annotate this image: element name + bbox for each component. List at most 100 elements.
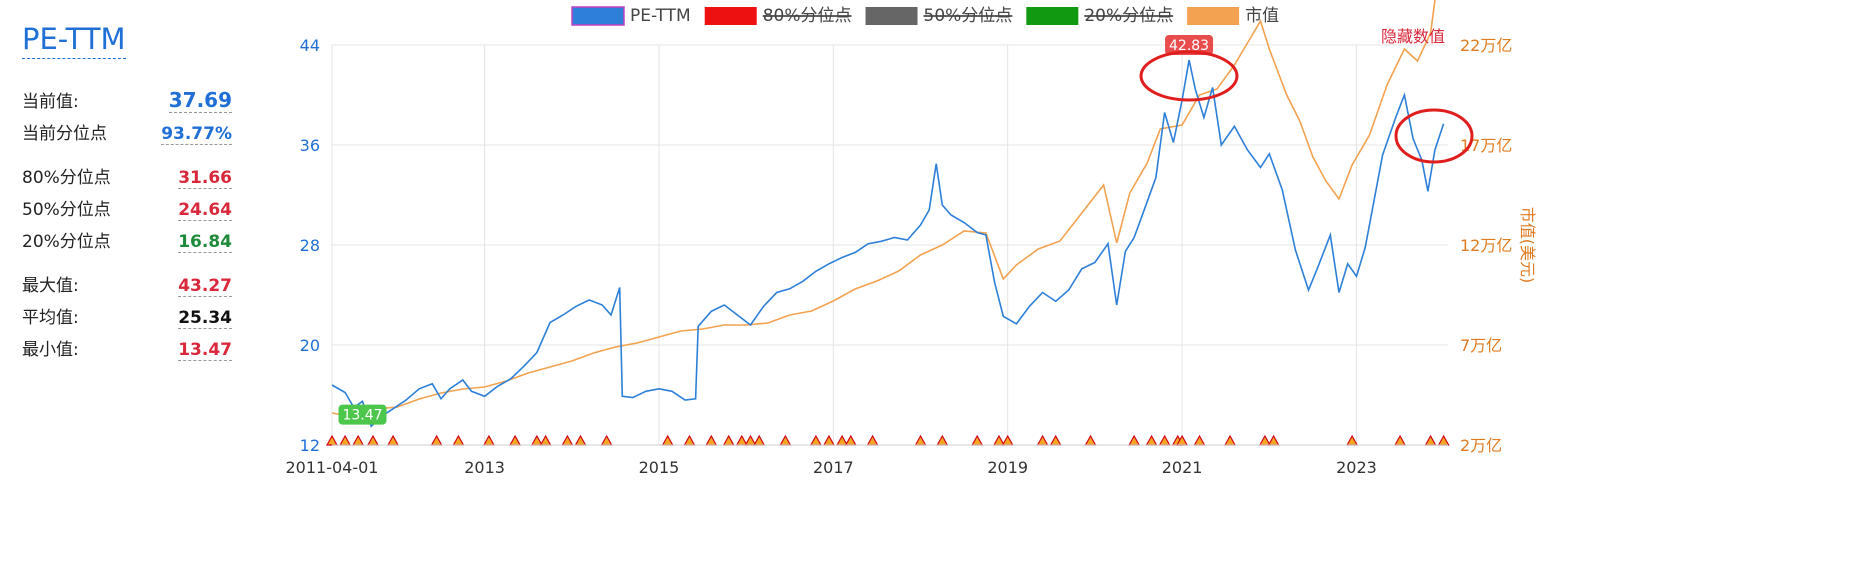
stat-value[interactable]: 16.84 [178, 232, 232, 253]
legend-item[interactable]: PE-TTM [571, 6, 691, 26]
y-left-tick: 20 [300, 336, 320, 355]
event-marker[interactable] [452, 434, 465, 446]
legend-swatch [1026, 7, 1079, 25]
event-marker[interactable] [339, 434, 352, 446]
legend-swatch [1187, 7, 1240, 25]
stat-label: 当前分位点 [22, 124, 107, 144]
event-marker[interactable] [971, 434, 984, 446]
y-right-tick: 2万亿 [1460, 436, 1502, 455]
x-tick: 2023 [1336, 458, 1377, 477]
indicator-title[interactable]: PE-TTM [22, 22, 126, 59]
event-marker[interactable] [530, 434, 543, 446]
event-marker[interactable] [561, 434, 574, 446]
series-lines [331, 0, 1445, 428]
stat-value[interactable]: 24.64 [178, 200, 232, 221]
event-marker[interactable] [352, 434, 365, 446]
event-marker[interactable] [387, 434, 400, 446]
y-left-tick: 36 [300, 136, 320, 155]
stats-list: 当前值: 37.69 当前分位点 93.77% 80%分位点 31.66 50%分位点 24.… [22, 87, 232, 367]
legend-label: PE-TTM [630, 6, 691, 26]
event-marker[interactable] [366, 434, 379, 446]
event-marker[interactable] [844, 434, 857, 446]
mcap-line [331, 0, 1436, 418]
stat-label: 当前值: [22, 92, 79, 112]
value-badge: 13.47 [338, 404, 387, 425]
stat-label: 80%分位点 [22, 168, 111, 188]
event-marker[interactable] [1158, 434, 1171, 446]
event-marker[interactable] [1001, 434, 1014, 446]
stat-row: 当前值: 37.69 [22, 87, 232, 119]
event-marker[interactable] [1267, 434, 1280, 446]
stat-value[interactable]: 31.66 [178, 168, 232, 189]
legend-swatch [571, 6, 625, 26]
event-marker[interactable] [822, 434, 835, 446]
y-right-axis-label: 市值(美元) [1518, 207, 1537, 284]
event-marker[interactable] [1084, 434, 1097, 446]
event-marker[interactable] [753, 434, 766, 446]
event-marker[interactable] [1145, 434, 1158, 446]
stat-value[interactable]: 37.69 [168, 88, 232, 113]
event-marker[interactable] [1437, 434, 1450, 446]
event-marker[interactable] [735, 434, 748, 446]
event-marker[interactable] [430, 434, 443, 446]
event-marker[interactable] [1224, 434, 1237, 446]
event-marker[interactable] [1258, 434, 1271, 446]
event-markers [325, 434, 1450, 446]
event-marker[interactable] [661, 434, 674, 446]
hide-values-link[interactable]: 隐藏数值 [1381, 27, 1445, 46]
stat-value[interactable]: 93.77% [161, 124, 232, 145]
event-marker[interactable] [482, 434, 495, 446]
stat-row: 平均值: 25.34 [22, 303, 232, 335]
legend-swatch [704, 7, 757, 25]
y-left-tick: 12 [300, 436, 320, 455]
badge-bg [1165, 35, 1214, 55]
highlight-circle-current [1394, 108, 1474, 164]
stat-row: 当前分位点 93.77% [22, 119, 232, 151]
event-marker[interactable] [539, 434, 552, 446]
stat-value[interactable]: 43.27 [178, 276, 232, 297]
event-marker[interactable] [1128, 434, 1141, 446]
event-marker[interactable] [705, 434, 718, 446]
legend-label: 20%分位点 [1084, 6, 1173, 26]
value-badge: 42.83 [1165, 35, 1214, 55]
event-marker[interactable] [1036, 434, 1049, 446]
legend-label: 市值 [1245, 6, 1279, 26]
y-right-tick: 22万亿 [1460, 36, 1512, 55]
event-marker[interactable] [779, 434, 792, 446]
event-marker[interactable] [1424, 434, 1437, 446]
event-marker[interactable] [600, 434, 613, 446]
stat-label: 最小值: [22, 340, 79, 360]
y-left-tick: 28 [300, 236, 320, 255]
x-tick: 2017 [813, 458, 854, 477]
event-marker[interactable] [809, 434, 822, 446]
stat-value[interactable]: 25.34 [178, 308, 232, 329]
event-marker[interactable] [1394, 434, 1407, 446]
y-right-tick: 17万亿 [1460, 136, 1512, 155]
event-marker[interactable] [936, 434, 949, 446]
legend-swatch [865, 7, 918, 25]
legend-item[interactable]: 市值 [1187, 6, 1279, 26]
legend-item[interactable]: 50%分位点 [865, 6, 1013, 26]
event-marker[interactable] [992, 434, 1006, 446]
event-marker[interactable] [914, 434, 927, 446]
event-marker[interactable] [1193, 434, 1206, 446]
event-marker[interactable] [744, 434, 757, 446]
legend-label: 80%分位点 [763, 6, 852, 26]
event-marker[interactable] [866, 434, 879, 446]
highlight-circle-peak [1139, 50, 1239, 102]
event-marker[interactable] [1049, 434, 1062, 446]
event-marker[interactable] [683, 434, 696, 446]
event-marker[interactable] [836, 434, 849, 446]
event-marker[interactable] [509, 434, 522, 446]
stat-value[interactable]: 13.47 [178, 340, 232, 361]
legend-item[interactable]: 20%分位点 [1026, 6, 1173, 26]
event-marker[interactable] [574, 434, 587, 446]
stat-label: 50%分位点 [22, 200, 111, 220]
event-marker[interactable] [1346, 434, 1359, 446]
legend-item[interactable]: 80%分位点 [704, 6, 852, 26]
event-marker[interactable] [325, 434, 339, 446]
stat-row: 80%分位点 31.66 [22, 163, 232, 195]
event-marker[interactable] [722, 434, 735, 446]
legend: PE-TTM 80%分位点 50%分位点 20%分位点 市值 [571, 6, 1279, 26]
